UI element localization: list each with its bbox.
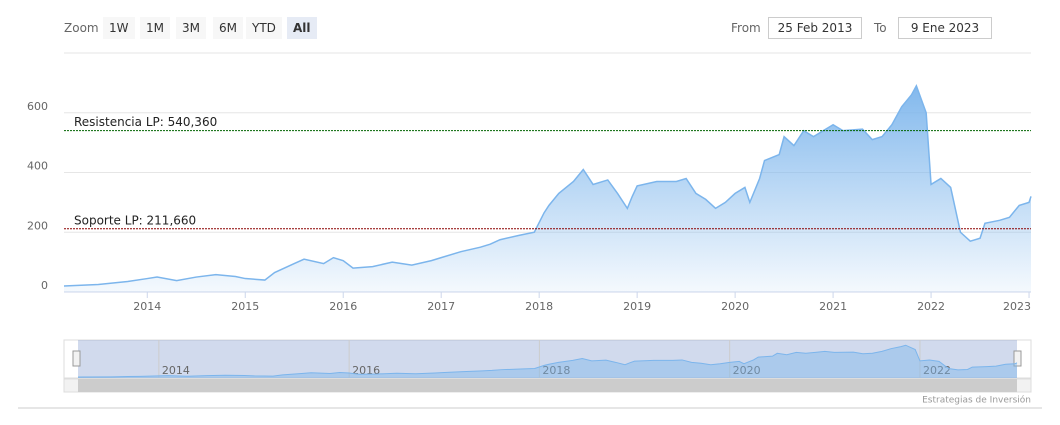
credits: Estrategias de Inversión [922,395,1031,406]
zoom-button[interactable]: 3M [176,17,206,39]
x-tick-label: 2021 [819,300,847,313]
y-tick-label: 600 [27,100,48,113]
navigator-tick-label: 2018 [542,364,570,377]
x-tick-label: 2014 [133,300,161,313]
x-tick-label: 2020 [721,300,749,313]
plot-line-label: Soporte LP: 211,660 [74,213,196,227]
scrollbar-thumb[interactable] [78,379,1017,392]
area-fill [64,85,1031,292]
price-line [63,84,1032,287]
navigator-mask [78,340,1017,378]
x-tick-label: 2015 [231,300,259,313]
to-label: To [874,21,887,35]
y-tick-label: 200 [27,219,48,232]
x-tick-label: 2017 [427,300,455,313]
x-tick-label: 2018 [525,300,553,313]
to-input[interactable]: 9 Ene 2023 [898,17,992,39]
navigator-tick-label: 2022 [923,364,951,377]
from-label: From [731,21,761,35]
zoom-button[interactable]: 1W [103,17,135,39]
navigator-bg [63,339,1032,379]
x-tick-label: 2016 [329,300,357,313]
zoom-button[interactable]: 1M [140,17,170,39]
zoom-button[interactable]: All [287,17,317,39]
from-input[interactable]: 25 Feb 2013 [768,17,862,39]
y-tick-label: 400 [27,160,48,173]
x-tick-label: 2023 [1003,300,1031,313]
x-tick-label: 2022 [917,300,945,313]
zoom-button[interactable]: 6M [213,17,243,39]
navigator-area [78,345,1017,378]
handle-right[interactable] [1013,350,1022,367]
x-tick-label: 2019 [623,300,651,313]
y-tick-label: 0 [41,279,48,292]
plot-line-label: Resistencia LP: 540,360 [74,115,217,129]
zoom-label: Zoom [64,21,99,35]
navigator-tick-label: 2020 [733,364,761,377]
handle-left[interactable] [72,350,81,367]
navigator-tick-label: 2014 [162,364,190,377]
navigator-line [77,344,1018,378]
zoom-button[interactable]: YTD [246,17,282,39]
